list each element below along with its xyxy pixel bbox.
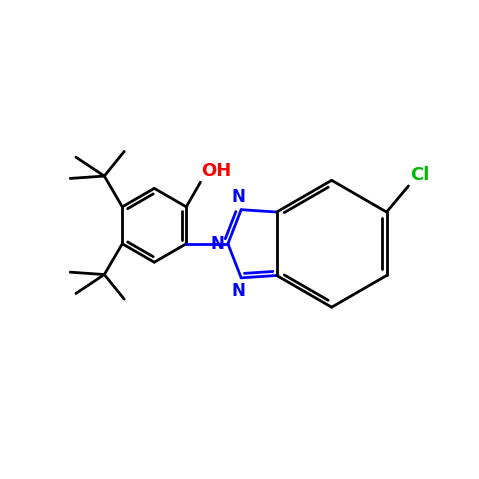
Text: OH: OH xyxy=(201,162,232,180)
Text: N: N xyxy=(211,235,225,253)
Text: Cl: Cl xyxy=(411,166,430,184)
Text: N: N xyxy=(232,188,246,206)
Text: N: N xyxy=(232,282,246,300)
